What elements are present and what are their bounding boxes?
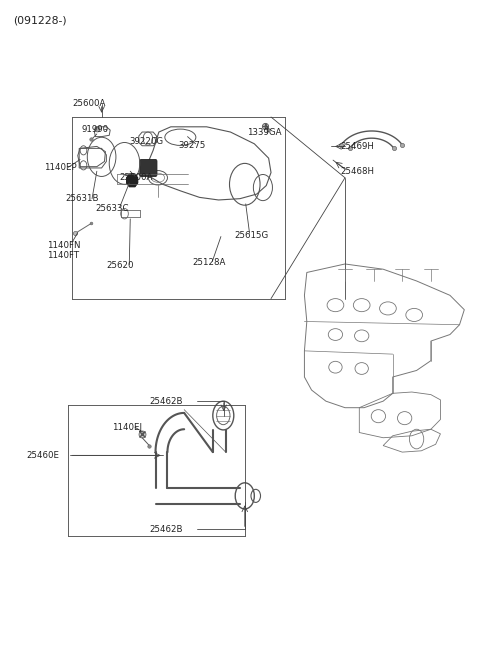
Text: 25128A: 25128A (192, 258, 226, 267)
Text: 39275: 39275 (178, 140, 205, 150)
Text: 1339GA: 1339GA (247, 127, 282, 136)
FancyBboxPatch shape (140, 159, 157, 176)
Text: 25462B: 25462B (149, 397, 183, 405)
Text: 1140FT: 1140FT (47, 251, 79, 260)
Text: 91990: 91990 (82, 125, 108, 134)
Text: 25468H: 25468H (340, 167, 374, 176)
Text: 25460E: 25460E (26, 451, 59, 460)
Text: 25500A: 25500A (120, 173, 153, 182)
Text: 25633C: 25633C (95, 204, 129, 213)
Text: 25620: 25620 (107, 262, 134, 270)
Text: 25631B: 25631B (65, 194, 98, 203)
Text: (091228-): (091228-) (13, 16, 67, 26)
Polygon shape (126, 174, 138, 187)
Text: 25615G: 25615G (234, 231, 268, 239)
Text: 25600A: 25600A (72, 100, 106, 108)
Text: 25469H: 25469H (340, 142, 374, 151)
Text: 1140FN: 1140FN (47, 241, 80, 249)
Text: 39220G: 39220G (129, 136, 163, 146)
Text: 1140EP: 1140EP (44, 163, 77, 172)
Text: 25462B: 25462B (149, 525, 183, 534)
Text: 1140EJ: 1140EJ (112, 422, 142, 432)
